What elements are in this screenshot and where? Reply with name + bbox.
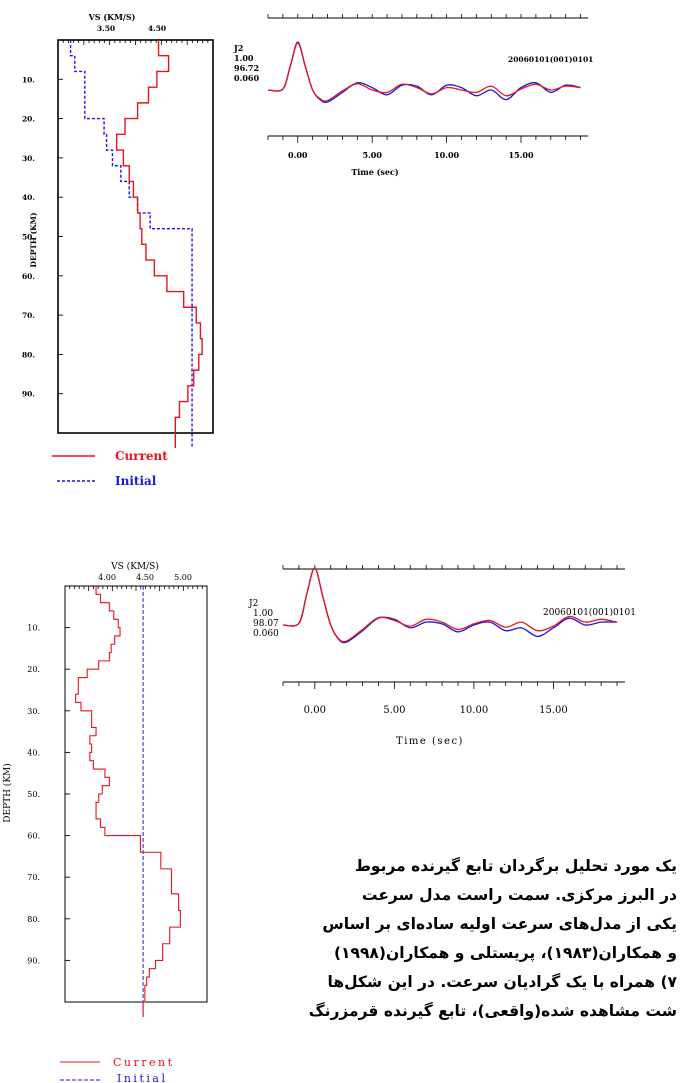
top-vs-axis-label: VS (KM/S) [88, 12, 136, 22]
bottom-depth-axis-label: DEPTH (KM) [2, 763, 13, 823]
bottom-velocity-panel: VS (KM/S) 4.00 4.50 5.00 10. 20. 30. 40. 50.… [2, 561, 208, 1083]
top-legend-initial-label: Initial [115, 474, 157, 488]
top-velocity-panel: VS (KM/S) 3.50 4.50 10. 20. 30. 40. 50. 60. 70… [22, 12, 214, 488]
bottom-rf-value-3: 0.060 [253, 629, 279, 639]
depth-tick-label: 40. [27, 748, 40, 757]
depth-tick-label: 20. [22, 115, 35, 124]
depth-tick-label: 60. [27, 832, 40, 841]
top-vs-tick-2: 4.50 [148, 24, 166, 33]
depth-tick-label: 30. [27, 707, 40, 716]
bottom-predicted-rf-line [282, 567, 618, 643]
depth-tick-label: 50. [27, 790, 40, 799]
bottom-vs-tick-3: 5.00 [174, 573, 192, 582]
bottom-vs-axis-label: VS (KM/S) [110, 561, 159, 572]
bottom-time-axis-label: Time (sec) [396, 736, 464, 747]
depth-tick-label: 70. [22, 311, 35, 320]
top-event-id: 20060101(001)0101 [508, 55, 593, 64]
top-initial-model-line [69, 40, 193, 448]
depth-tick-label: 40. [22, 193, 35, 202]
depth-tick-label: 90. [27, 956, 40, 965]
time-tick-label: 10.00 [434, 150, 459, 160]
caption-line-4: و همکاران(۱۹۸۳)، پریستلی و همکاران(۱۹۹۸) [333, 944, 677, 962]
top-rf-value-2: 96.72 [234, 63, 259, 73]
time-tick-label: 0.00 [288, 150, 308, 160]
depth-tick-label: 70. [27, 873, 40, 882]
caption-line-6: شت مشاهده شده(واقعی)، تابع گیرنده قرمزرن… [308, 1002, 677, 1020]
bottom-current-model-line [75, 586, 181, 1017]
top-rf-value-3: 0.060 [234, 73, 259, 83]
time-tick-label: 0.00 [304, 705, 326, 716]
caption-line-2: در البرز مرکزی. سمت راست مدل سرعت [361, 886, 677, 904]
depth-tick-label: 10. [22, 75, 35, 84]
depth-tick-label: 60. [22, 272, 35, 281]
depth-tick-label: 30. [22, 154, 35, 163]
top-rf-panel: J2 1.00 96.72 0.060 20060101(001)0101 0.… [233, 14, 593, 177]
top-velocity-frame [57, 39, 214, 434]
bottom-velocity-frame [64, 585, 208, 1003]
time-tick-label: 15.00 [539, 705, 568, 716]
depth-tick-label: 50. [22, 233, 35, 242]
bottom-figure: VS (KM/S) 4.00 4.50 5.00 10. 20. 30. 40. 50.… [2, 561, 636, 1083]
top-current-model-line [115, 40, 203, 448]
bottom-rf-value-2: 98.07 [253, 619, 279, 629]
time-tick-label: 5.00 [383, 705, 405, 716]
bottom-station-label: J2 [248, 599, 258, 609]
time-tick-label: 5.00 [362, 150, 382, 160]
bottom-legend-current-label: Current [113, 1056, 175, 1069]
depth-tick-label: 10. [27, 624, 40, 633]
top-predicted-rf-line [267, 42, 581, 102]
bottom-vs-tick-2: 4.50 [136, 573, 154, 582]
bottom-rf-value-1: 1.00 [253, 609, 273, 619]
depth-tick-label: 80. [27, 915, 40, 924]
top-station-label: J2 [233, 43, 243, 53]
top-rf-value-1: 1.00 [234, 53, 254, 63]
bottom-rf-panel: J2 1.00 98.07 0.060 20060101(001)0101 0.… [248, 565, 636, 747]
time-tick-label: 15.00 [508, 150, 533, 160]
bottom-vs-tick-1: 4.00 [98, 573, 116, 582]
caption-line-1: یک مورد تحلیل برگردان تابع گیرنده مربوط [354, 857, 677, 875]
top-time-axis-label: Time (sec) [351, 167, 399, 177]
bottom-legend-initial-label: Initial [117, 1072, 167, 1083]
top-legend-current-label: Current [115, 449, 168, 463]
depth-tick-label: 90. [22, 390, 35, 399]
caption-line-3: یکی از مدل‌های سرعت اولیه ساده‌ای بر اسا… [322, 915, 677, 933]
top-figure: VS (KM/S) 3.50 4.50 10. 20. 30. 40. 50. 60. 70… [22, 12, 593, 488]
time-tick-label: 10.00 [460, 705, 489, 716]
top-depth-axis-label: DEPTH (KM) [29, 212, 38, 267]
bottom-event-id: 20060101(001)0101 [543, 607, 636, 618]
depth-tick-label: 80. [22, 350, 35, 359]
caption-paragraph: یک مورد تحلیل برگردان تابع گیرنده مربوط … [215, 852, 677, 1026]
top-vs-tick-1: 3.50 [97, 24, 115, 33]
depth-tick-label: 20. [27, 665, 40, 674]
caption-line-5: ۷) همراه با یک گرادیان سرعت. در این شکل‌… [327, 973, 677, 991]
